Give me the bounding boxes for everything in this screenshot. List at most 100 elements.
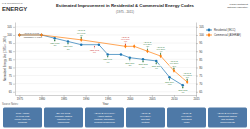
text-line: -8% <box>185 76 189 78</box>
series-marker <box>98 43 101 46</box>
note-box <box>44 108 83 128</box>
note-text: ASHRAE90.1-2007:IncreasedLPDs <box>181 112 192 122</box>
text-line: -1% <box>155 67 159 69</box>
annotation-label: IECC 2000-2% <box>125 62 134 66</box>
tick-label: 100 <box>199 33 204 37</box>
note-text: ASHRAE 90.1-2010:Significant lightingand… <box>217 112 238 122</box>
annotation: IECC 2006-1% <box>151 65 161 70</box>
annotation-background <box>169 60 178 67</box>
tick: 1990 <box>83 95 90 101</box>
annotation-label: MEC 1986-2% <box>64 45 73 49</box>
tick-label: 2005 <box>149 97 156 101</box>
annotation-label: ASHRAE90.1-2004-3% <box>143 41 152 47</box>
series-marker <box>168 76 171 79</box>
tick-label: 65 <box>9 90 13 94</box>
axis-line <box>15 23 16 96</box>
tick-mark <box>196 76 198 77</box>
annotation-label: ASHRAE90.1-1989-3% <box>77 29 86 35</box>
text-line: Added lighting <box>97 115 112 117</box>
tick-label: 1985 <box>61 97 68 101</box>
tick: 2005 <box>149 95 156 101</box>
tick: 65 <box>9 90 15 94</box>
tick-mark <box>13 92 15 93</box>
text-line: energy code for <box>15 118 31 120</box>
tick-label: 70 <box>199 82 203 86</box>
tick-label: 105 <box>7 25 12 29</box>
text-line: 90.1-2007: <box>181 115 192 117</box>
text-line: ASHRAE 90.1-1999: <box>94 112 115 114</box>
text-line: 90.1-2004: <box>140 115 151 117</box>
tick: 100 <box>7 33 15 37</box>
annotation-arrow <box>187 78 188 81</box>
text-line: -4% <box>159 50 163 52</box>
subtitle: (1975 - 2011) <box>116 10 134 14</box>
note-box <box>208 108 247 128</box>
tick: 75 <box>196 74 203 78</box>
legend-swatch-marker <box>208 29 211 32</box>
tick-mark <box>196 84 198 85</box>
note-text: ASHRAE 90.1-1999:Added lightingcontrols,… <box>94 112 116 122</box>
tick-mark <box>13 67 15 68</box>
annotation: MEC 1983-2% <box>50 42 60 47</box>
tick-mark <box>13 59 15 60</box>
x-axis-title: Year <box>102 102 108 106</box>
tick-mark <box>13 76 15 77</box>
annotation: ASHRAE90.1-2007-4% <box>156 45 165 52</box>
annotation-background <box>77 29 86 36</box>
tick: 105 <box>196 25 204 29</box>
annotation-arrow <box>125 42 126 45</box>
annotation-background <box>156 45 165 52</box>
tick-label: 95 <box>9 41 13 45</box>
text-line: National Laboratory <box>227 6 249 9</box>
tick-mark <box>13 84 15 85</box>
annotation-label: IECC 2006-1% <box>152 65 161 69</box>
annotation: ASHRAE90.1-1989-3% <box>77 29 86 36</box>
annotation-arrow <box>147 47 148 50</box>
annotation-background <box>138 63 148 68</box>
series-start-label: RESIDENTIAL (MEC) <box>24 36 43 38</box>
tick-mark <box>196 27 198 28</box>
tick-label: 75 <box>199 74 203 78</box>
series-marker <box>53 37 56 40</box>
tick: 1985 <box>61 95 68 101</box>
text-line: ASHRAE <box>141 112 151 114</box>
tick: 105 <box>7 25 15 29</box>
tick-label: 75 <box>9 74 13 78</box>
axis-line <box>16 95 197 96</box>
x-axis: 197519801985199019952000200520102015 <box>16 95 201 101</box>
tick: 2000 <box>127 95 134 101</box>
annotation-label: MEC 19920% <box>90 49 99 53</box>
annotation-label: ASHRAE90.1-2007-4% <box>156 46 165 52</box>
series-marker <box>155 60 158 63</box>
tick-mark <box>196 67 198 68</box>
series-marker <box>129 56 132 59</box>
tick-label: 90 <box>199 50 203 54</box>
annotation-background <box>90 49 100 54</box>
tick: 90 <box>196 50 203 54</box>
tick: 2015 <box>193 95 200 101</box>
note-text: 1975: Ashrae90-1975 Firstenergy code for… <box>15 112 31 122</box>
annotation: ASHRAE90.1-2004-3% <box>143 41 152 48</box>
annotation-label: IECC 2009-11% <box>165 81 174 85</box>
annotation: MEC 1986-2% <box>63 45 73 50</box>
legend-swatch <box>206 30 212 31</box>
tick: 70 <box>9 82 15 86</box>
series-marker <box>142 58 145 61</box>
annotation: MEC 19920% <box>90 49 100 54</box>
text-line: -3% <box>80 34 84 36</box>
tick-label: 90 <box>9 50 13 54</box>
series-marker <box>80 43 83 46</box>
annotation-background <box>178 89 188 94</box>
annotation: IECC 2000-2% <box>125 61 135 66</box>
tick-mark <box>13 35 15 36</box>
tick-label: 65 <box>199 90 203 94</box>
text-line: efficiency for <box>57 118 70 120</box>
note-box <box>85 108 124 128</box>
text-line: Mandate lighting <box>55 115 73 117</box>
text-line: ASHRAE 90.1-2010: <box>217 112 238 114</box>
text-line: 90-1975 First <box>16 115 30 117</box>
tick: 85 <box>9 58 15 62</box>
y-axis-title: Normalized Energy Use (1975 = 100%) <box>3 36 7 81</box>
annotation-background <box>165 81 175 86</box>
annotation-background <box>50 42 60 47</box>
